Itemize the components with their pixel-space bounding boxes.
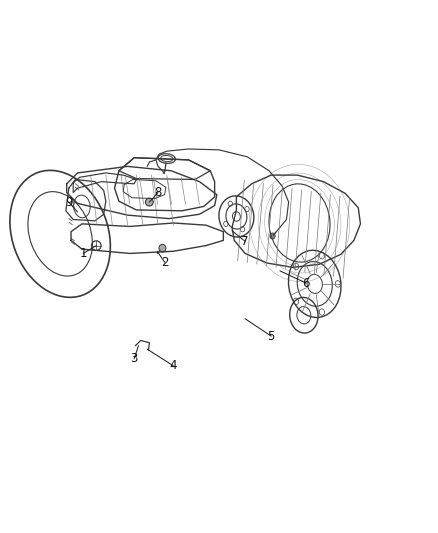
Text: 5: 5 — [268, 329, 275, 343]
Text: 7: 7 — [241, 235, 249, 248]
Text: 1: 1 — [79, 247, 87, 260]
Text: 9: 9 — [65, 196, 73, 208]
Ellipse shape — [270, 233, 275, 239]
Ellipse shape — [159, 244, 166, 252]
Text: 6: 6 — [302, 277, 310, 289]
Text: 4: 4 — [170, 359, 177, 372]
Text: 8: 8 — [154, 186, 162, 199]
Text: 2: 2 — [161, 256, 168, 269]
Ellipse shape — [145, 198, 153, 206]
Text: 3: 3 — [131, 352, 138, 365]
